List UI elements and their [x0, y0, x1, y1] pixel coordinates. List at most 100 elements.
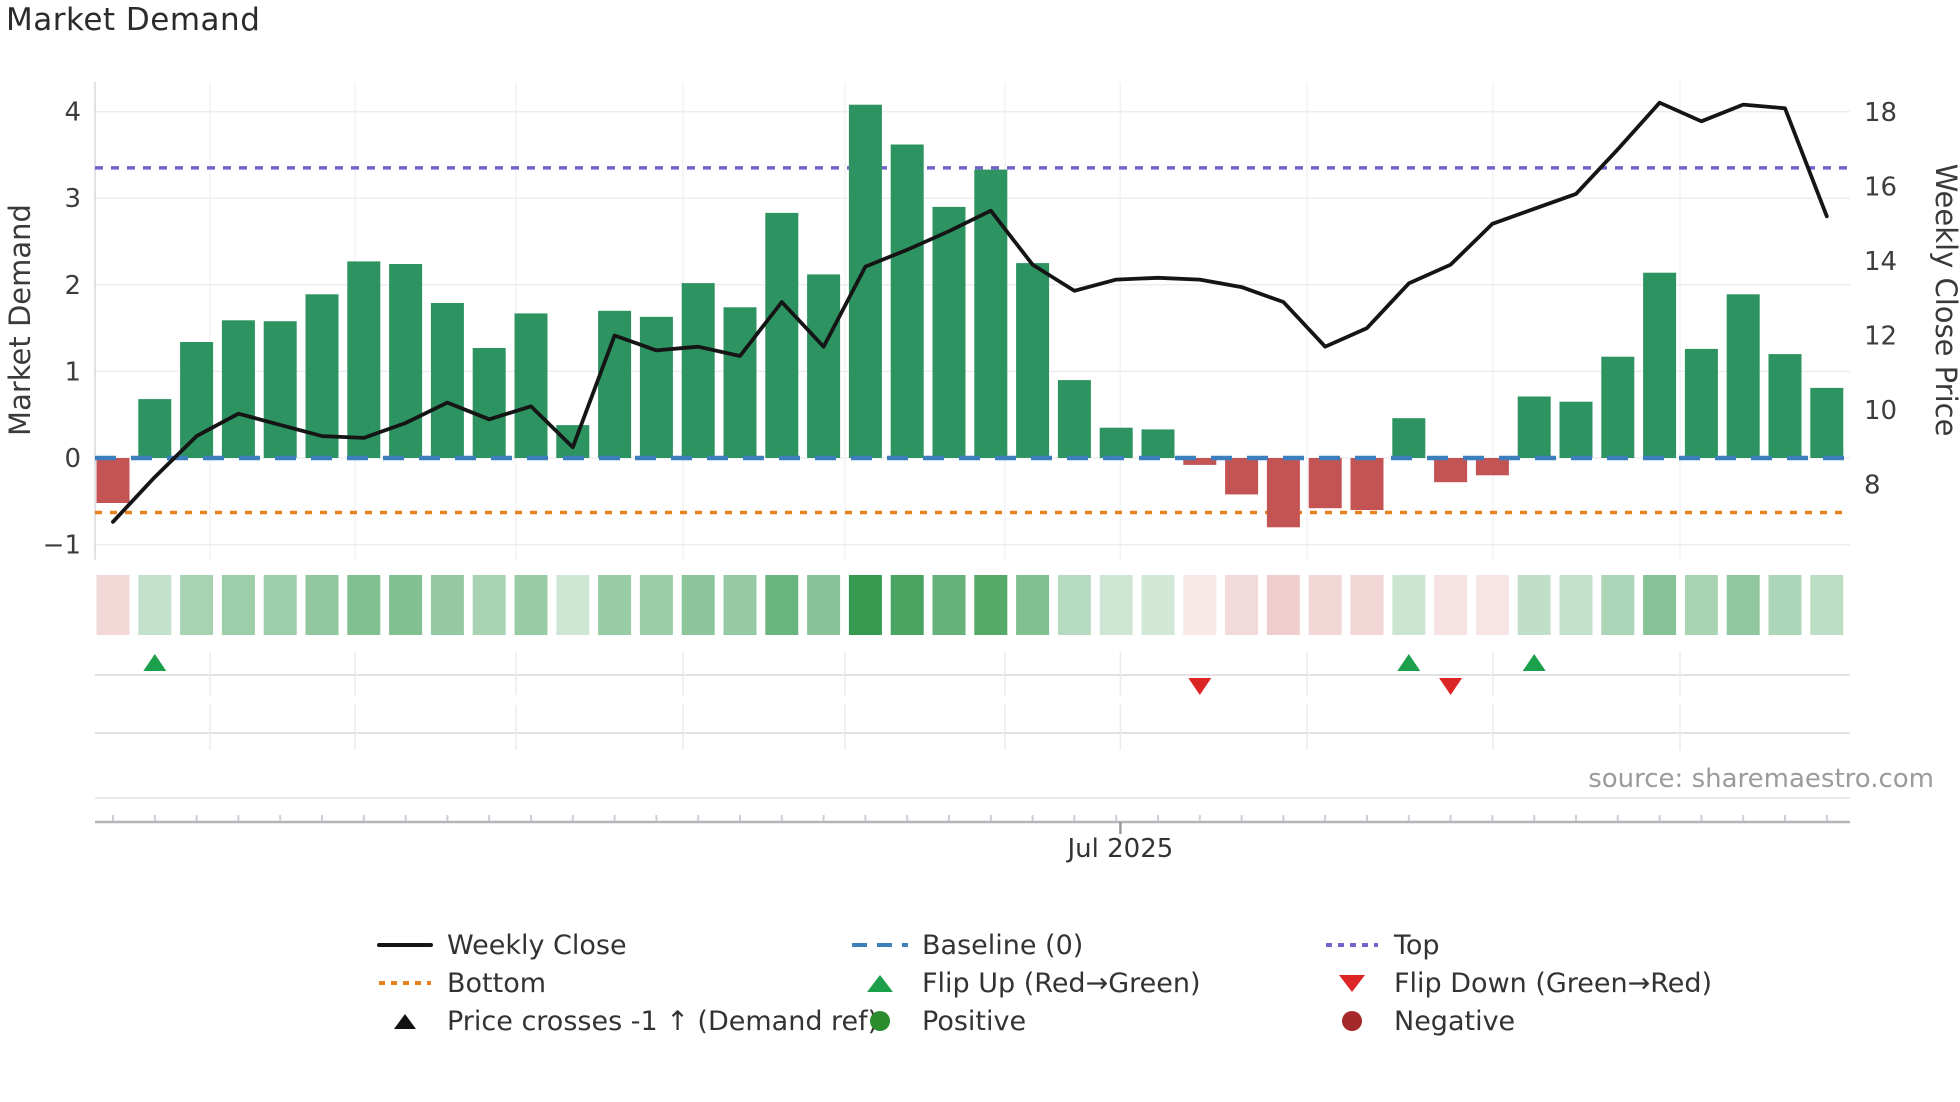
flip-up-marker [1397, 654, 1421, 671]
price-cross-triangle-icon [373, 1006, 437, 1036]
demand-bar [807, 274, 841, 458]
heatmap-cell [1183, 575, 1217, 635]
heatmap-cell [1350, 575, 1384, 635]
heatmap-cell [1726, 575, 1760, 635]
legend-label: Positive [922, 1005, 1027, 1037]
left-axis-tick: 2 [64, 271, 81, 301]
demand-bar [1434, 458, 1468, 483]
right-axis-tick: 14 [1864, 247, 1897, 277]
baseline-dash-swatch [848, 930, 912, 960]
demand-bar [765, 212, 799, 458]
legend-item-positive: Positive [848, 1004, 1026, 1038]
flip-up-triangle-icon [848, 968, 912, 998]
heatmap-cell [556, 575, 590, 635]
legend-item-price-crosses: Price crosses -1 ↑ (Demand ref) [373, 1004, 878, 1038]
chart-title: Market Demand [6, 2, 261, 38]
demand-bar [1350, 458, 1384, 510]
demand-bar [180, 342, 214, 458]
heatmap-cell [263, 575, 297, 635]
legend-label: Price crosses -1 ↑ (Demand ref) [447, 1005, 879, 1037]
flip-down-marker [1188, 678, 1212, 695]
chart-legend: Weekly Close Baseline (0) Top Bottom Fli… [0, 920, 1960, 1040]
demand-bar [1141, 429, 1175, 458]
demand-bar [932, 206, 966, 458]
flip-up-marker [1522, 654, 1546, 671]
right-axis-tick: 18 [1864, 98, 1897, 128]
demand-bar [305, 294, 339, 458]
right-axis-tick: 12 [1864, 322, 1897, 352]
demand-bar [514, 313, 548, 458]
heatmap-cell [639, 575, 673, 635]
demand-bar [221, 320, 255, 458]
demand-bar [1643, 272, 1677, 458]
heatmap-cell [890, 575, 924, 635]
heatmap-cell [1266, 575, 1300, 635]
heatmap-cell [1392, 575, 1426, 635]
heatmap-cell [389, 575, 423, 635]
heatmap-cell [472, 575, 506, 635]
demand-bar [347, 261, 381, 458]
demand-bar [1726, 294, 1760, 458]
heatmap-cell [1475, 575, 1509, 635]
legend-item-flip-down: Flip Down (Green→Red) [1320, 966, 1712, 1000]
demand-bar [681, 283, 715, 458]
demand-bar [430, 303, 464, 458]
demand-bar [1392, 418, 1426, 458]
flip-down-marker [1439, 678, 1463, 695]
demand-bar [1225, 458, 1259, 495]
legend-label: Baseline (0) [922, 929, 1084, 961]
positive-dot-icon [848, 1006, 912, 1036]
demand-bar [598, 310, 632, 458]
demand-bar [1810, 387, 1844, 458]
demand-bar [472, 348, 506, 458]
heatmap-cell [765, 575, 799, 635]
legend-item-negative: Negative [1320, 1004, 1515, 1038]
negative-dot-icon [1320, 1006, 1384, 1036]
legend-item-baseline: Baseline (0) [848, 928, 1083, 962]
demand-bar [1684, 348, 1718, 458]
demand-bar [1475, 458, 1509, 476]
heatmap-cell [1643, 575, 1677, 635]
heatmap-cell [598, 575, 632, 635]
demand-bar [890, 144, 924, 458]
demand-bar [1768, 354, 1802, 458]
demand-bar [556, 425, 590, 458]
top-dotted-swatch [1320, 930, 1384, 960]
bottom-dotted-swatch [373, 968, 437, 998]
demand-bar [848, 104, 882, 458]
flip-up-marker [143, 654, 167, 671]
heatmap-cell [1684, 575, 1718, 635]
demand-bar [96, 458, 130, 503]
heatmap-cell [347, 575, 381, 635]
heatmap-cell [430, 575, 464, 635]
heatmap-cell [974, 575, 1008, 635]
left-axis-tick: 0 [64, 444, 81, 474]
source-attribution: source: sharemaestro.com [1588, 764, 1934, 794]
demand-bar [263, 321, 297, 458]
demand-bar [1183, 458, 1217, 465]
heatmap-cell [848, 575, 882, 635]
flip-down-triangle-icon [1320, 968, 1384, 998]
legend-label: Flip Up (Red→Green) [922, 967, 1201, 999]
demand-bar [1057, 380, 1091, 458]
demand-bar [1016, 263, 1050, 458]
heatmap-cell [1099, 575, 1133, 635]
heatmap-cell [96, 575, 130, 635]
legend-label: Weekly Close [447, 929, 627, 961]
weekly-close-line-swatch [373, 930, 437, 960]
right-axis-title: Weekly Close Price [1929, 164, 1960, 437]
demand-bar [1099, 427, 1133, 458]
demand-bar [723, 307, 757, 458]
heatmap-cell [221, 575, 255, 635]
heatmap-cell [514, 575, 548, 635]
heatmap-cell [1601, 575, 1635, 635]
left-axis-tick: 3 [64, 184, 81, 214]
heatmap-cell [1768, 575, 1802, 635]
legend-label: Bottom [447, 967, 547, 999]
demand-bar [1266, 458, 1300, 528]
heatmap-cell [807, 575, 841, 635]
heatmap-cell [1517, 575, 1551, 635]
heatmap-cell [723, 575, 757, 635]
